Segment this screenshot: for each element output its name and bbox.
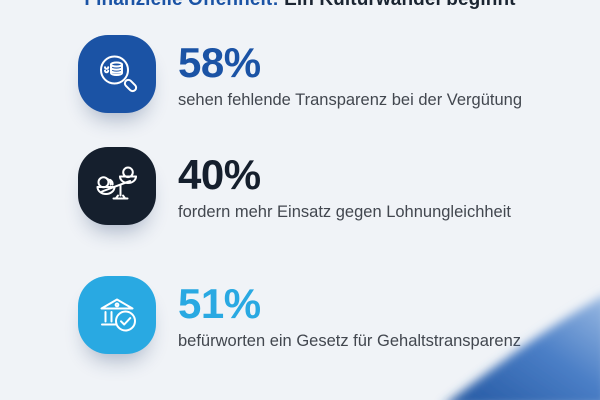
- stat-description: fordern mehr Einsatz gegen Lohnungleichh…: [178, 203, 511, 221]
- title-part1: Finanzielle Offenheit:: [84, 0, 278, 10]
- stat-icon-tile: [78, 276, 156, 354]
- stat-description: befürworten ein Gesetz für Gehaltstransp…: [178, 332, 522, 350]
- stat-percentage: 58%: [178, 39, 261, 86]
- stat-row: 58% sehen fehlende Transparenz bei der V…: [78, 35, 522, 113]
- magnifier-coins-icon: [93, 50, 141, 98]
- stat-percentage: 40%: [178, 151, 261, 198]
- stat-text-block: 51% befürworten ein Gesetz für Gehaltstr…: [178, 276, 522, 351]
- infographic-title: Finanzielle Offenheit: Ein Kulturwandel …: [0, 0, 600, 11]
- stat-icon-tile: [78, 147, 156, 225]
- stat-percentage: 51%: [178, 280, 261, 327]
- stat-row: 51% befürworten ein Gesetz für Gehaltstr…: [78, 276, 521, 354]
- stat-text-block: 58% sehen fehlende Transparenz bei der V…: [178, 35, 523, 110]
- stat-text-block: 40% fordern mehr Einsatz gegen Lohnungle…: [178, 147, 511, 222]
- stat-icon-tile: [78, 35, 156, 113]
- stat-row: 40% fordern mehr Einsatz gegen Lohnungle…: [78, 147, 511, 225]
- stat-description: sehen fehlende Transparenz bei der Vergü…: [178, 91, 523, 109]
- bank-check-icon: [93, 291, 141, 339]
- unbalanced-scales-icon: [93, 162, 141, 210]
- title-part2: Ein Kulturwandel beginnt: [279, 0, 516, 10]
